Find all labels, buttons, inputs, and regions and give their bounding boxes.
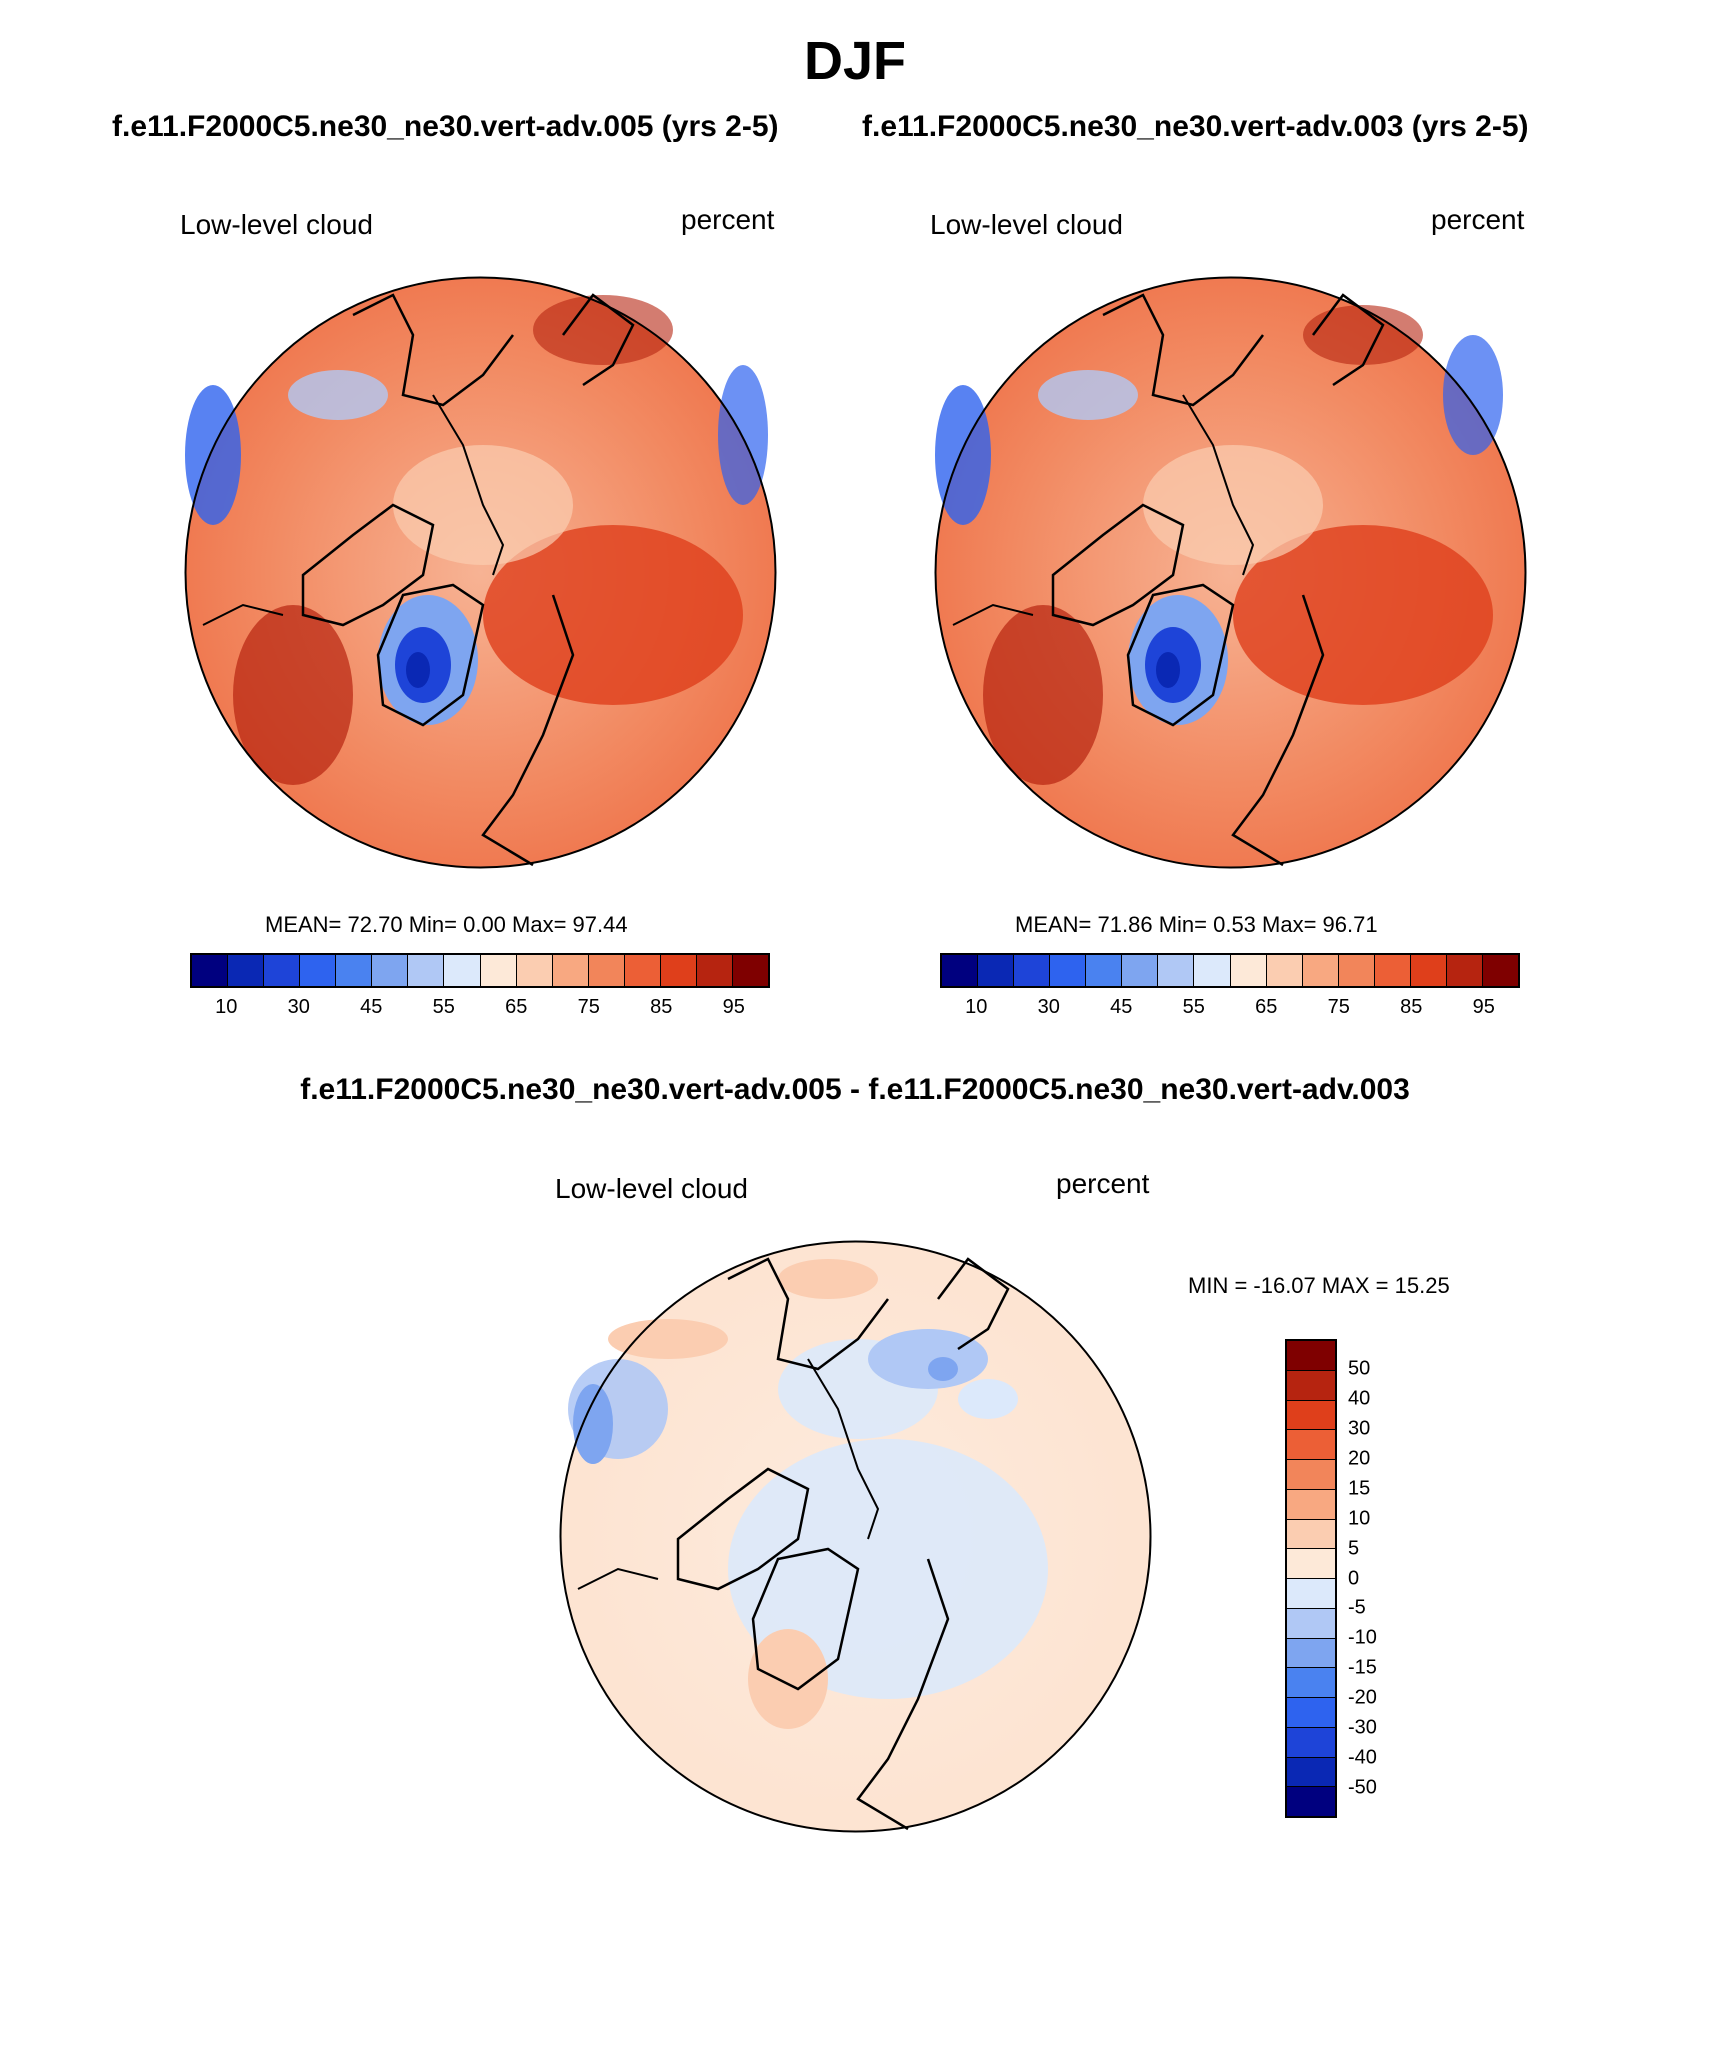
colorbar-swatch	[1287, 1489, 1335, 1520]
colorbar-swatch	[1287, 1341, 1335, 1371]
colorbar-swatch	[660, 955, 697, 986]
colorbar-tick-label: 30	[1037, 996, 1060, 1018]
colorbar-swatch	[696, 955, 733, 986]
right-case-title: f.e11.F2000C5.ne30_ne30.vert-adv.003 (yr…	[862, 110, 1529, 143]
difference-title: f.e11.F2000C5.ne30_ne30.vert-adv.005 - f…	[300, 1073, 1410, 1106]
colorbar-tick-label: 10	[1348, 1507, 1371, 1530]
difference-colorbar	[1285, 1339, 1337, 1818]
colorbar-swatch	[1014, 955, 1051, 986]
colorbar-tick-label: 0	[1348, 1567, 1360, 1589]
colorbar-tick-label: 65	[505, 996, 528, 1018]
left-polar-map	[184, 276, 777, 869]
colorbar-swatch	[1287, 1727, 1335, 1758]
colorbar-swatch	[1287, 1370, 1335, 1401]
diff-stats: MIN = -16.07 MAX = 15.25	[1188, 1273, 1450, 1298]
colorbar-swatch	[1086, 955, 1123, 986]
colorbar-tick-label: 40	[1348, 1387, 1371, 1410]
colorbar-tick-label: -15	[1348, 1656, 1377, 1679]
colorbar-swatch	[1122, 955, 1159, 986]
colorbar-tick-label: 85	[650, 996, 673, 1018]
colorbar-swatch	[1287, 1400, 1335, 1431]
colorbar-tick-label: 75	[1327, 996, 1350, 1018]
colorbar-swatch	[1446, 955, 1483, 986]
colorbar-swatch	[1482, 955, 1518, 986]
colorbar-tick-label: 30	[287, 996, 310, 1018]
colorbar-tick-label: 10	[215, 996, 238, 1018]
colorbar-tick-label: 10	[965, 996, 988, 1018]
right-polar-map	[934, 276, 1527, 869]
colorbar-swatch	[552, 955, 589, 986]
colorbar-swatch	[1338, 955, 1375, 986]
colorbar-swatch	[942, 955, 979, 986]
colorbar-swatch	[1287, 1608, 1335, 1639]
colorbar-tick-label: 45	[1110, 996, 1133, 1018]
colorbar-tick-label: 20	[1348, 1447, 1371, 1470]
diff-variable-label: Low-level cloud	[555, 1173, 748, 1204]
colorbar-swatch	[336, 955, 373, 986]
colorbar-swatch	[732, 955, 768, 986]
colorbar-tick-label: 15	[1348, 1477, 1371, 1500]
colorbar-swatch	[1266, 955, 1303, 986]
colorbar-swatch	[372, 955, 409, 986]
colorbar-swatch	[588, 955, 625, 986]
colorbar-swatch	[1287, 1698, 1335, 1728]
colorbar-swatch	[1410, 955, 1447, 986]
colorbar-tick-label: 95	[722, 996, 745, 1018]
colorbar-swatch	[1287, 1460, 1335, 1490]
colorbar-swatch	[1287, 1519, 1335, 1550]
colorbar-swatch	[1287, 1549, 1335, 1579]
left-colorbar	[190, 953, 770, 988]
right-stats: MEAN= 71.86 Min= 0.53 Max= 96.71	[1015, 912, 1378, 937]
colorbar-swatch	[264, 955, 301, 986]
colorbar-swatch	[1374, 955, 1411, 986]
colorbar-swatch	[300, 955, 337, 986]
left-stats: MEAN= 72.70 Min= 0.00 Max= 97.44	[265, 912, 628, 937]
colorbar-tick-label: 85	[1400, 996, 1423, 1018]
colorbar-tick-label: 55	[432, 996, 455, 1018]
colorbar-swatch	[516, 955, 553, 986]
difference-polar-map	[559, 1240, 1152, 1833]
colorbar-swatch	[1287, 1668, 1335, 1698]
colorbar-tick-label: -30	[1348, 1716, 1377, 1739]
colorbar-swatch	[480, 955, 517, 986]
colorbar-tick-label: -50	[1348, 1776, 1377, 1799]
colorbar-tick-label: 30	[1348, 1417, 1371, 1440]
left-variable-label: Low-level cloud	[180, 209, 373, 240]
colorbar-swatch	[1194, 955, 1231, 986]
colorbar-swatch	[624, 955, 661, 986]
colorbar-swatch	[1287, 1757, 1335, 1788]
right-units-label: percent	[1431, 204, 1525, 235]
colorbar-tick-label: 75	[577, 996, 600, 1018]
colorbar-tick-label: -5	[1348, 1596, 1366, 1619]
colorbar-tick-label: 50	[1348, 1357, 1371, 1380]
colorbar-swatch	[1050, 955, 1087, 986]
diff-units-label: percent	[1056, 1168, 1150, 1199]
colorbar-tick-label: -40	[1348, 1746, 1377, 1769]
figure-title: DJF	[803, 31, 906, 91]
colorbar-swatch	[1287, 1430, 1335, 1460]
colorbar-tick-label: 55	[1182, 996, 1205, 1018]
colorbar-swatch	[408, 955, 445, 986]
colorbar-swatch	[1287, 1579, 1335, 1609]
colorbar-tick-label: 65	[1255, 996, 1278, 1018]
colorbar-swatch	[1230, 955, 1267, 986]
colorbar-swatch	[1287, 1638, 1335, 1669]
colorbar-swatch	[1158, 955, 1195, 986]
colorbar-swatch	[444, 955, 481, 986]
colorbar-tick-label: 45	[360, 996, 383, 1018]
colorbar-swatch	[978, 955, 1015, 986]
colorbar-swatch	[192, 955, 229, 986]
colorbar-tick-label: -20	[1348, 1686, 1377, 1709]
left-case-title: f.e11.F2000C5.ne30_ne30.vert-adv.005 (yr…	[112, 110, 779, 143]
colorbar-swatch	[228, 955, 265, 986]
colorbar-tick-label: 95	[1472, 996, 1495, 1018]
right-variable-label: Low-level cloud	[930, 209, 1123, 240]
colorbar-swatch	[1302, 955, 1339, 986]
colorbar-tick-label: 5	[1348, 1537, 1360, 1560]
colorbar-tick-label: -10	[1348, 1626, 1377, 1649]
left-units-label: percent	[681, 204, 775, 235]
colorbar-swatch	[1287, 1787, 1335, 1816]
right-colorbar	[940, 953, 1520, 988]
